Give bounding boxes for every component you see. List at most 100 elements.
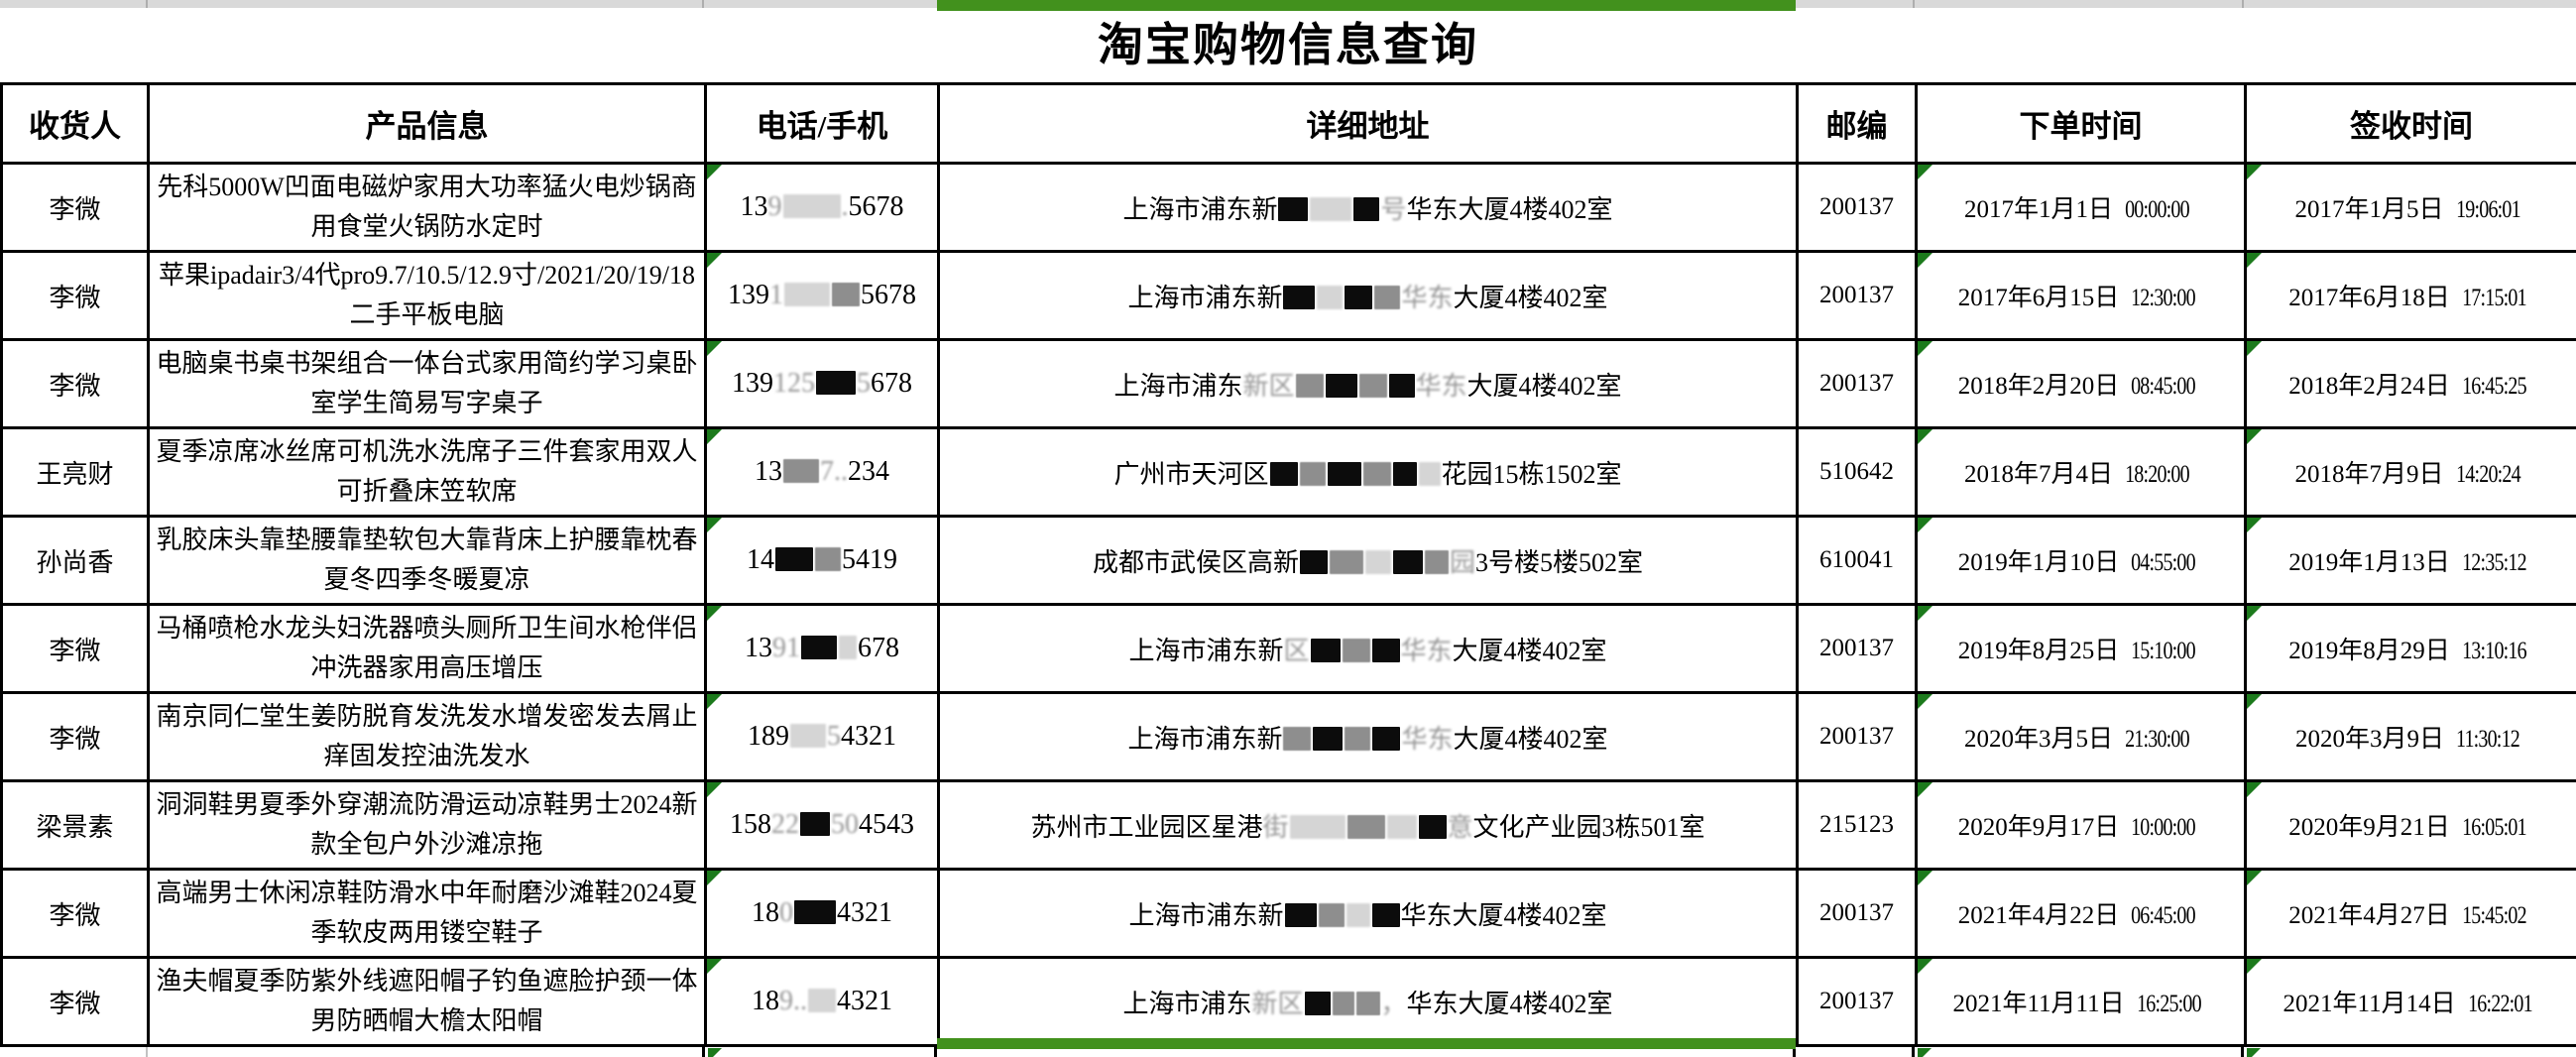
recipient-cell[interactable]: 李微: [0, 868, 150, 959]
visible-text: 4321: [837, 986, 892, 1016]
order-time-cell[interactable]: 2020年3月5日 21:30:00: [1915, 691, 2247, 782]
address-cell[interactable]: 苏州市工业园区星港街 意文化产业园3栋501室: [937, 779, 1799, 871]
recipient-cell[interactable]: 李微: [0, 603, 150, 694]
order-time-cell[interactable]: 2018年2月20日 08:45:00: [1915, 338, 2247, 429]
postal-cell[interactable]: 200137: [1796, 162, 1918, 253]
phone-cell[interactable]: 14 5419: [704, 515, 940, 606]
sign-time-cell[interactable]: 2019年8月29日 13:10:16: [2244, 603, 2576, 694]
date-text: 2018年7月9日: [2294, 461, 2444, 488]
product-cell[interactable]: 洞洞鞋男夏季外穿潮流防滑运动凉鞋男士2024新款全包户外沙滩凉拖: [147, 779, 707, 871]
visible-text: 139: [732, 368, 773, 399]
product-cell[interactable]: 电脑桌书桌书架组合一体台式家用简约学习桌卧室学生简易写字桌子: [147, 338, 707, 429]
redaction-block: [1289, 814, 1346, 839]
col-header-recipient[interactable]: 收货人: [0, 82, 150, 165]
recipient-cell[interactable]: 李微: [0, 162, 150, 253]
phone-cell[interactable]: 180 4321: [704, 868, 940, 959]
address-cell[interactable]: 上海市浦东新 华东大厦4楼402室: [937, 250, 1799, 341]
redaction-block: [794, 900, 836, 924]
address-cell[interactable]: 上海市浦东新区 华东大厦4楼402室: [937, 338, 1799, 429]
recipient-cell[interactable]: 梁景素: [0, 779, 150, 871]
sign-time-cell[interactable]: 2020年9月21日 16:05:01: [2244, 779, 2576, 871]
address-cell[interactable]: 上海市浦东新区 ，华东大厦4楼402室: [937, 956, 1799, 1047]
address-cell[interactable]: 广州市天河区 花园15栋1502室: [937, 426, 1799, 518]
col-header-address[interactable]: 详细地址: [937, 82, 1799, 165]
time-text: 15:45:02: [2461, 902, 2527, 929]
postal-cell[interactable]: 200137: [1796, 956, 1918, 1047]
order-time-cell[interactable]: 2017年1月1日 00:00:00: [1915, 162, 2247, 253]
visible-text: 广州市天河区: [1113, 459, 1269, 489]
recipient-cell[interactable]: 李微: [0, 956, 150, 1047]
product-cell[interactable]: 高端男士休闲凉鞋防滑水中年耐磨沙滩鞋2024夏季软皮两用镂空鞋子: [147, 868, 707, 959]
redaction-block: [1392, 549, 1423, 574]
table-body: 李微 先科5000W凹面电磁炉家用大功率猛火电炒锅商用食堂火锅防水定时 139.56…: [0, 162, 2576, 1047]
error-triangle-icon: [708, 783, 722, 797]
product-cell[interactable]: 南京同仁堂生姜防脱育发洗发水增发密发去屑止痒固发控油洗发水: [147, 691, 707, 782]
phone-cell[interactable]: 189 54321: [704, 691, 940, 782]
recipient-cell[interactable]: 李微: [0, 338, 150, 429]
sign-time-cell[interactable]: 2020年3月9日 11:30:12: [2244, 691, 2576, 782]
visible-text: 华东大厦4楼402室: [1406, 194, 1613, 224]
col-header-postal[interactable]: 邮编: [1796, 82, 1918, 165]
order-time-cell[interactable]: 2021年11月11日 16:25:00: [1915, 956, 2247, 1047]
time-text: 16:25:00: [2136, 991, 2202, 1017]
order-time-cell[interactable]: 2018年7月4日 18:20:00: [1915, 426, 2247, 518]
col-header-sign-time[interactable]: 签收时间: [2244, 82, 2576, 165]
phone-cell[interactable]: 1391 5678: [704, 250, 940, 341]
recipient-cell[interactable]: 王亮财: [0, 426, 150, 518]
product-cell[interactable]: 马桶喷枪水龙头妇洗器喷头厕所卫生间水枪伴侣冲洗器家用高压增压: [147, 603, 707, 694]
product-cell[interactable]: 夏季凉席冰丝席可机洗水洗席子三件套家用双人可折叠床笠软席: [147, 426, 707, 518]
sign-time-cell[interactable]: 2017年1月5日 19:06:01: [2244, 162, 2576, 253]
col-header-product[interactable]: 产品信息: [147, 82, 707, 165]
error-triangle-icon: [1919, 430, 1932, 444]
recipient-cell[interactable]: 李微: [0, 691, 150, 782]
address-cell[interactable]: 上海市浦东新 号华东大厦4楼402室: [937, 162, 1799, 253]
product-cell[interactable]: 渔夫帽夏季防紫外线遮阳帽子钓鱼遮脸护颈一体男防晒帽大檐太阳帽: [147, 956, 707, 1047]
phone-cell[interactable]: 139125 5678: [704, 338, 940, 429]
sign-time-cell[interactable]: 2018年7月9日 14:20:24: [2244, 426, 2576, 518]
faint-text: 意: [1447, 812, 1473, 842]
postal-cell[interactable]: 610041: [1796, 515, 1918, 606]
phone-cell[interactable]: 15822 504543: [704, 779, 940, 871]
redaction-block: [1284, 902, 1317, 927]
visible-text: 大厦4楼402室: [1466, 371, 1622, 401]
postal-cell[interactable]: 215123: [1796, 779, 1918, 871]
postal-cell[interactable]: 200137: [1796, 868, 1918, 959]
postal-cell[interactable]: 200137: [1796, 338, 1918, 429]
recipient-cell[interactable]: 孙尚香: [0, 515, 150, 606]
col-header-phone[interactable]: 电话/手机: [704, 82, 940, 165]
visible-text: 文化产业园3栋501室: [1472, 812, 1705, 842]
redaction-block: [1318, 902, 1345, 927]
address-cell[interactable]: 上海市浦东新 华东大厦4楼402室: [937, 691, 1799, 782]
phone-cell[interactable]: 189.. 4321: [704, 956, 940, 1047]
address-cell[interactable]: 上海市浦东新 华东大厦4楼402室: [937, 868, 1799, 959]
order-time-cell[interactable]: 2019年1月10日 04:55:00: [1915, 515, 2247, 606]
sign-time-cell[interactable]: 2019年1月13日 12:35:12: [2244, 515, 2576, 606]
phone-cell[interactable]: 139.5678: [704, 162, 940, 253]
address-cell[interactable]: 上海市浦东新区 华东大厦4楼402室: [937, 603, 1799, 694]
sign-time-cell[interactable]: 2018年2月24日 16:45:25: [2244, 338, 2576, 429]
visible-text: 13: [755, 456, 782, 487]
postal-cell[interactable]: 200137: [1796, 603, 1918, 694]
recipient-cell[interactable]: 李微: [0, 250, 150, 341]
sign-time-cell[interactable]: 2021年4月27日 15:45:02: [2244, 868, 2576, 959]
sign-time-cell[interactable]: 2021年11月14日 16:22:01: [2244, 956, 2576, 1047]
sign-time-cell[interactable]: 2017年6月18日 17:15:01: [2244, 250, 2576, 341]
product-cell[interactable]: 苹果ipadair3/4代pro9.7/10.5/12.9寸/2021/20/1…: [147, 250, 707, 341]
redaction-block: [1374, 285, 1401, 309]
postal-cell[interactable]: 510642: [1796, 426, 1918, 518]
address-cell[interactable]: 成都市武侯区高新 园3号楼5楼502室: [937, 515, 1799, 606]
order-time-cell[interactable]: 2017年6月15日 12:30:00: [1915, 250, 2247, 341]
order-time-cell[interactable]: 2021年4月22日 06:45:00: [1915, 868, 2247, 959]
redaction-block: [1388, 373, 1415, 398]
phone-cell[interactable]: 1391 678: [704, 603, 940, 694]
order-time-cell[interactable]: 2019年8月25日 15:10:00: [1915, 603, 2247, 694]
product-cell[interactable]: 先科5000W凹面电磁炉家用大功率猛火电炒锅商用食堂火锅防水定时: [147, 162, 707, 253]
order-time-cell[interactable]: 2020年9月17日 10:00:00: [1915, 779, 2247, 871]
date-text: 2019年1月13日: [2288, 549, 2450, 576]
col-header-order-time[interactable]: 下单时间: [1915, 82, 2247, 165]
product-cell[interactable]: 乳胶床头靠垫腰靠垫软包大靠背床上护腰靠枕春夏冬四季冬暖夏凉: [147, 515, 707, 606]
phone-cell[interactable]: 13 7..234: [704, 426, 940, 518]
postal-cell[interactable]: 200137: [1796, 250, 1918, 341]
postal-cell[interactable]: 200137: [1796, 691, 1918, 782]
visible-text: 678: [871, 368, 912, 399]
